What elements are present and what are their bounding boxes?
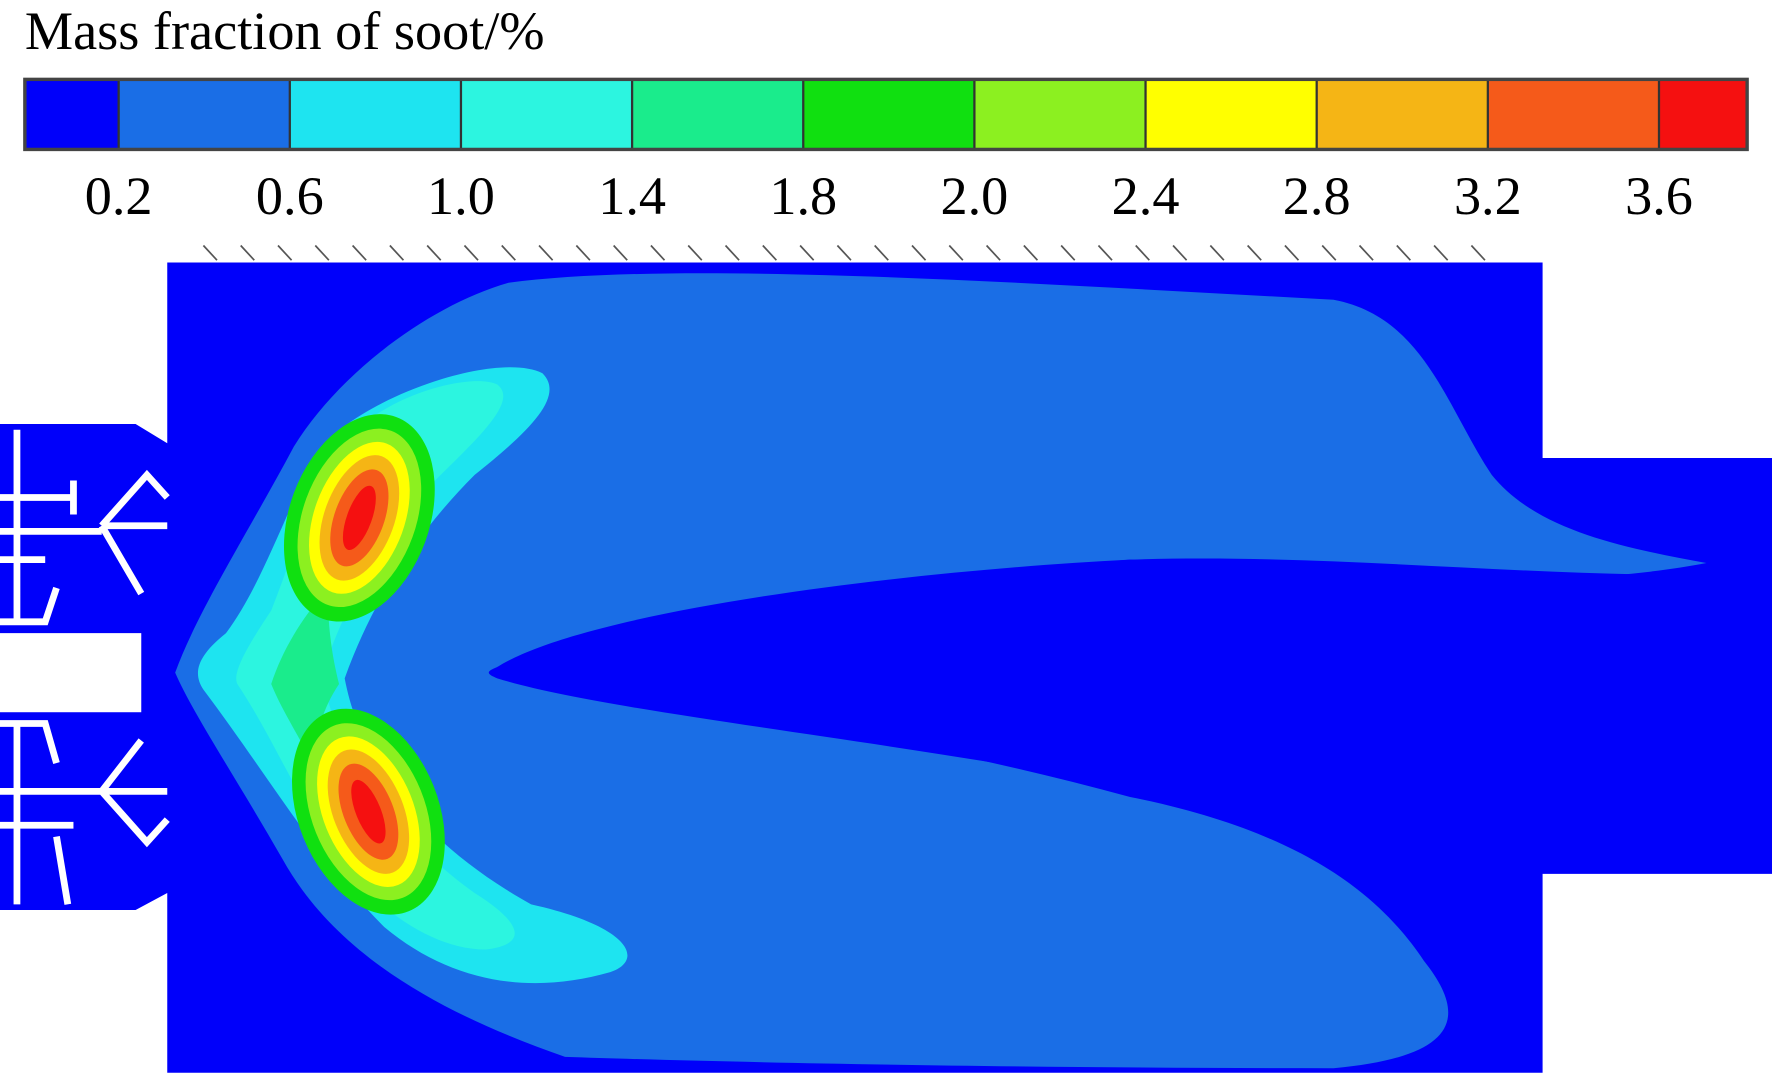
- hatch-mark: [985, 244, 1001, 261]
- hatch-mark: [1433, 244, 1449, 261]
- hatch-mark: [575, 244, 591, 261]
- hatch-mark: [1358, 244, 1374, 261]
- swirler: [0, 429, 170, 905]
- hatch-mark: [1470, 244, 1486, 261]
- hatch-mark: [501, 244, 516, 261]
- hatch-mark: [1097, 244, 1113, 261]
- contour-region: [342, 485, 376, 550]
- hatch-mark: [389, 244, 405, 261]
- hatch-mark: [1060, 244, 1076, 261]
- hatch-mark: [202, 244, 218, 261]
- chart-title: Mass fraction of soot/%: [25, 1, 545, 61]
- contour-region: [351, 779, 386, 844]
- hatch-mark: [1284, 244, 1300, 261]
- colorbar-tick-label: 2.0: [941, 166, 1009, 226]
- hatch-mark: [1321, 244, 1337, 261]
- hatch-mark: [240, 244, 255, 261]
- hatch-mark: [277, 244, 293, 261]
- colorbar-band: [803, 79, 975, 150]
- colorbar-tick-label: 0.2: [85, 166, 153, 226]
- hatch-mark: [911, 244, 927, 261]
- hatch-mark: [724, 244, 740, 261]
- colorbar-tick-label: 1.8: [769, 166, 837, 226]
- colorbar: 0.2 0.6 1.0 1.4 1.8 2.0 2.4 2.8 3.2 3.6: [23, 77, 1749, 226]
- colorbar-tick-label: 2.4: [1112, 166, 1180, 226]
- contour-region: [175, 273, 1707, 1069]
- contour-region: [488, 558, 1772, 865]
- hatch-mark: [762, 244, 778, 261]
- colorbar-tick-label: 3.2: [1454, 166, 1522, 226]
- hatch-mark: [799, 244, 815, 261]
- hatch-mark: [538, 244, 554, 261]
- hatch-mark: [613, 244, 628, 261]
- hatch-mark: [314, 244, 330, 261]
- colorbar-band: [1145, 79, 1317, 150]
- hatch-mark: [351, 244, 367, 261]
- colorbar-band: [289, 79, 461, 150]
- colorbar-band: [118, 79, 290, 150]
- colorbar-band: [632, 79, 804, 150]
- hatch-mark: [426, 244, 442, 261]
- hatch-mark: [463, 244, 479, 261]
- colorbar-tick-label: 1.4: [598, 166, 666, 226]
- colorbar-band: [1487, 79, 1659, 150]
- fuel-nozzle: [0, 633, 142, 713]
- colorbar-frame: [23, 77, 1749, 152]
- colorbar-tick-label: 1.0: [427, 166, 495, 226]
- colorbar-tick-label: 2.8: [1283, 166, 1351, 226]
- colorbar-tick-label: 0.6: [256, 166, 324, 226]
- colorbar-band: [1316, 79, 1488, 150]
- hatch-mark: [1135, 244, 1150, 261]
- hatch-mark: [650, 244, 666, 261]
- wall-hatch: [202, 244, 1486, 261]
- colorbar-band: [974, 79, 1146, 150]
- hatch-mark: [874, 244, 889, 261]
- hatch-mark: [1209, 244, 1225, 261]
- colorbar-band: [460, 79, 633, 150]
- contour-region: [271, 587, 340, 792]
- hatch-mark: [1247, 244, 1262, 261]
- hot-spots: [283, 414, 445, 915]
- hatch-mark: [1023, 244, 1039, 261]
- colorbar-band: [24, 79, 119, 150]
- hatch-mark: [1172, 244, 1188, 261]
- hatch-mark: [1396, 244, 1411, 261]
- colorbar-band: [1658, 79, 1748, 150]
- hatch-mark: [836, 244, 852, 261]
- hatch-mark: [687, 244, 703, 261]
- hatch-mark: [948, 244, 964, 261]
- colorbar-tick-label: 3.6: [1625, 166, 1693, 226]
